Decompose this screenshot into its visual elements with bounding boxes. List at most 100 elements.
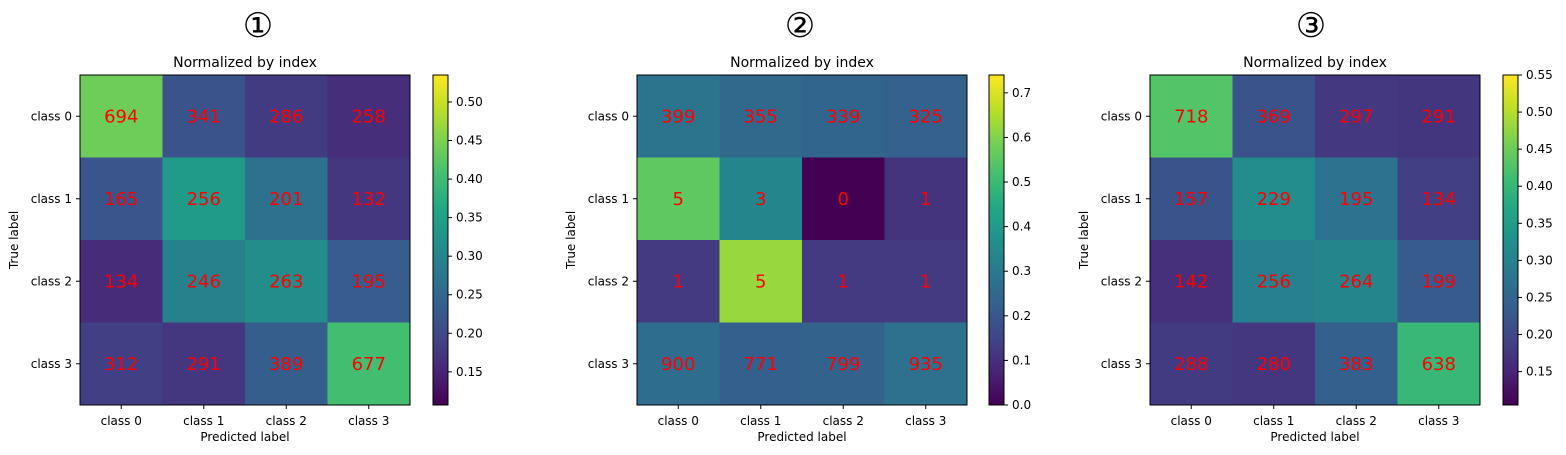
colorbar-tick-label: 0.55 (1526, 68, 1553, 82)
x-tick-label: class 1 (183, 414, 224, 428)
cell-value-label: 134 (104, 271, 138, 292)
heatmap-cell (884, 322, 968, 406)
cell-value-label: 799 (826, 354, 860, 375)
heatmap-cell (245, 322, 328, 406)
heatmap-cell (245, 157, 328, 241)
cell-value-label: 341 (187, 106, 221, 127)
heatmap-cell (1150, 75, 1233, 158)
x-tick-label: class 3 (348, 414, 389, 428)
heatmap-cell (245, 240, 328, 323)
cell-value-label: 718 (1174, 106, 1208, 127)
x-tick-label: class 2 (266, 414, 307, 428)
heatmap-cell (1397, 75, 1481, 158)
cell-value-label: 638 (1422, 354, 1456, 375)
cell-value-label: 288 (1174, 354, 1208, 375)
colorbar (1502, 74, 1519, 406)
colorbar (432, 74, 449, 406)
colorbar-tick-label: 0.3 (1012, 264, 1031, 278)
heatmap-cell (719, 322, 803, 406)
y-tick-label: class 3 (31, 357, 72, 371)
colorbar-tick-label: 0.30 (1526, 253, 1553, 267)
y-tick-label: class 0 (1101, 109, 1142, 123)
y-tick-label: class 0 (588, 109, 629, 123)
y-tick-label: class 2 (1101, 274, 1142, 288)
cell-value-label: 142 (1174, 271, 1208, 292)
heatmap-cell (327, 157, 411, 241)
heatmap-cell (162, 322, 246, 406)
heatmap-cell (719, 240, 803, 323)
heatmap-cell (327, 75, 411, 158)
cell-value-label: 1 (920, 189, 931, 210)
colorbar-tick-label: 0.2 (1012, 309, 1031, 323)
colorbar-tick-label: 0.1 (1012, 353, 1031, 367)
y-tick-label: class 2 (31, 274, 72, 288)
cell-value-label: 199 (1422, 271, 1456, 292)
colorbar-tick-label: 0.35 (1526, 216, 1553, 230)
heatmap-cell (884, 240, 968, 323)
cell-value-label: 900 (661, 354, 695, 375)
cell-value-label: 0 (838, 189, 849, 210)
cell-value-label: 1 (838, 271, 849, 292)
cell-value-label: 195 (352, 271, 386, 292)
cell-value-label: 263 (269, 271, 303, 292)
y-axis-label: True label (7, 211, 21, 270)
heatmap-cell (1150, 157, 1233, 241)
heatmap-cell (1150, 322, 1233, 406)
cell-value-label: 5 (755, 271, 766, 292)
plot-frame (79, 74, 411, 406)
heatmap-cell (80, 75, 163, 158)
heatmap-cell (80, 322, 163, 406)
plot-frame (1149, 74, 1481, 406)
cell-value-label: 246 (187, 271, 221, 292)
cell-value-label: 694 (104, 106, 138, 127)
y-tick-label: class 1 (1101, 192, 1142, 206)
chart-title: Normalized by index (173, 55, 317, 71)
y-tick-label: class 2 (588, 274, 629, 288)
heatmap-cell (802, 240, 885, 323)
colorbar-tick-label: 0.25 (1526, 290, 1553, 304)
heatmap-cell (162, 157, 246, 241)
heatmap-cell (162, 240, 246, 323)
colorbar-tick-label: 0.4 (1012, 220, 1031, 234)
colorbar-tick-label: 0.45 (1526, 142, 1553, 156)
cell-value-label: 297 (1339, 106, 1373, 127)
x-tick-label: class 3 (905, 414, 946, 428)
x-tick-label: class 2 (1336, 414, 1377, 428)
x-axis-label: Predicted label (200, 430, 289, 444)
x-tick-label: class 2 (823, 414, 864, 428)
x-tick-label: class 0 (101, 414, 142, 428)
colorbar-tick-label: 0.5 (1012, 175, 1031, 189)
cell-value-label: 5 (673, 189, 684, 210)
cell-value-label: 771 (744, 354, 778, 375)
colorbar-tick-label: 0.30 (456, 249, 483, 263)
colorbar-tick-label: 0.40 (456, 172, 483, 186)
x-axis-label: Predicted label (757, 430, 846, 444)
cell-value-label: 286 (269, 106, 303, 127)
chart-title: Normalized by index (1243, 55, 1387, 71)
y-tick-label: class 1 (588, 192, 629, 206)
cell-value-label: 201 (269, 189, 303, 210)
cell-value-label: 258 (352, 106, 386, 127)
heatmap-cell (637, 157, 720, 241)
colorbar-tick-label: 0.20 (456, 326, 483, 340)
y-tick-label: class 3 (1101, 357, 1142, 371)
heatmap-cell (719, 75, 803, 158)
heatmap-cell (327, 240, 411, 323)
cell-value-label: 195 (1339, 189, 1373, 210)
cell-value-label: 134 (1422, 189, 1456, 210)
y-axis-label: True label (1077, 211, 1091, 270)
x-tick-label: class 1 (1253, 414, 1294, 428)
heatmap-cell (1315, 75, 1398, 158)
cell-value-label: 132 (352, 189, 386, 210)
heatmap-cell (80, 240, 163, 323)
panel-number-label: ② (785, 6, 815, 46)
heatmap-cell (80, 157, 163, 241)
cell-value-label: 1 (920, 271, 931, 292)
heatmap-cell (162, 75, 246, 158)
colorbar-tick-label: 0.50 (456, 95, 483, 109)
heatmap-cell (637, 75, 720, 158)
colorbar-tick-label: 0.6 (1012, 130, 1031, 144)
heatmap-cell (1397, 240, 1481, 323)
x-tick-label: class 3 (1418, 414, 1459, 428)
